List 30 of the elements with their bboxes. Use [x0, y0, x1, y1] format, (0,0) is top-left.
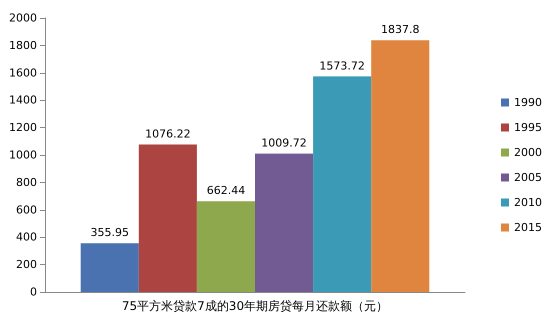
y-tick-label: 1800 [9, 38, 37, 52]
data-label: 662.44 [206, 184, 246, 198]
data-label: 355.95 [90, 226, 129, 240]
data-label: 1573.72 [319, 59, 365, 72]
legend-label: 2005 [514, 171, 542, 184]
legend-label: 1995 [514, 121, 542, 134]
y-tick-label: 0 [30, 286, 37, 298]
bar [196, 201, 255, 292]
legend-label: 2010 [514, 196, 542, 209]
data-label: 1009.72 [261, 136, 307, 150]
legend-label: 2015 [514, 221, 542, 234]
y-tick-label: 1600 [9, 66, 37, 80]
y-tick-label: 2000 [9, 12, 37, 24]
y-tick-label: 600 [16, 203, 37, 216]
y-tick-label: 400 [16, 230, 37, 244]
y-tick-label: 200 [16, 258, 37, 272]
bar [255, 154, 314, 292]
bar [80, 243, 139, 292]
y-tick-label: 1000 [9, 148, 37, 162]
bar [138, 144, 197, 292]
bar [313, 76, 372, 292]
bar [371, 40, 430, 292]
y-tick-label: 800 [16, 176, 37, 189]
y-tick-label: 1400 [9, 94, 37, 107]
data-label: 1076.22 [145, 128, 191, 141]
legend-label: 1990 [514, 96, 542, 109]
data-label: 1837.8 [381, 23, 420, 36]
legend-label: 2000 [514, 146, 542, 159]
x-tick-label: 75平方米贷款7成的30年期房贷每月还款额（元） [122, 299, 388, 313]
y-tick-label: 1200 [9, 121, 37, 134]
